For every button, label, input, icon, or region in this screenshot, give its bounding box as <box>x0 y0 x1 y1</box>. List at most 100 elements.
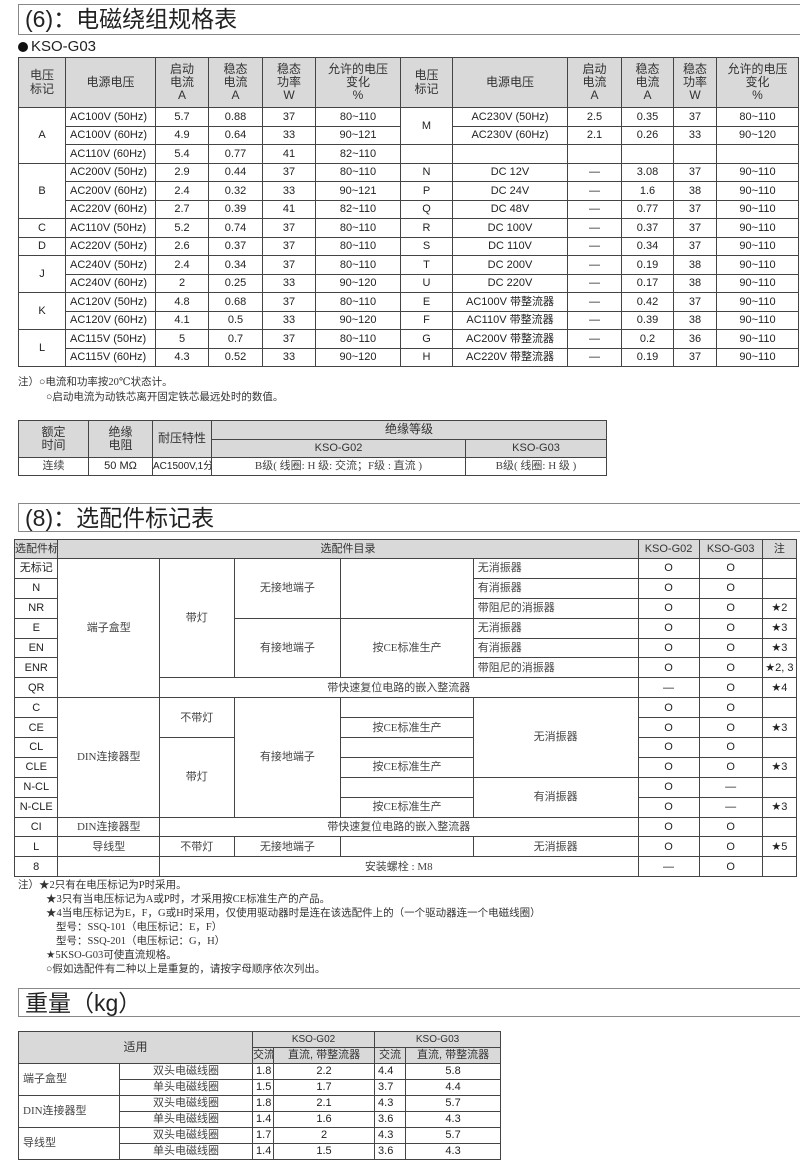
steady-current: 0.34 <box>621 236 674 256</box>
col-header: 启动 电流 A <box>155 57 209 108</box>
start-current: 2.9 <box>155 162 209 182</box>
start-current: — <box>567 236 622 256</box>
weight-table: 适用 KSO-G02 KSO-G03 交流 直流, 带整流器 交流 直流, 带整流器 端子… <box>17 1031 502 1160</box>
steady-current: 0.37 <box>621 218 674 238</box>
start-current: 2.7 <box>155 199 209 219</box>
support-g02: O <box>637 597 700 619</box>
note-cell: ★3 <box>761 717 798 739</box>
steady-current: 0.39 <box>208 199 263 219</box>
voltage-mark: M <box>400 107 453 145</box>
steady-power: 37 <box>673 347 717 367</box>
note-cell <box>761 816 798 838</box>
support-g03: O <box>698 677 763 699</box>
supply-voltage: AC115V (60Hz) <box>65 347 156 367</box>
supply-voltage: AC120V (50Hz) <box>65 292 156 312</box>
start-current: 4.9 <box>155 125 209 145</box>
weight-value: 4.3 <box>405 1143 502 1160</box>
option-mark: CL <box>13 737 59 758</box>
spec-row: C AC110V (50Hz) 5.2 0.74 37 80~110 R DC 100V —0.… <box>18 218 799 238</box>
steady-power: 33 <box>262 273 316 293</box>
h-dc: 直流, 带整流器 <box>405 1047 502 1064</box>
steady-power: 37 <box>673 292 717 312</box>
allowed-variation: 80~110 <box>315 107 401 127</box>
option-mark: CI <box>13 816 59 838</box>
catalog-cell: 有消振器 <box>472 776 639 818</box>
start-current: 5 <box>155 329 209 349</box>
allowed-variation: 90~110 <box>716 236 799 256</box>
rated-time: 连续 <box>18 457 89 476</box>
allowed-variation: 90~110 <box>716 329 799 349</box>
steady-current: 0.77 <box>621 199 674 219</box>
spec-row: AC100V (60Hz) 4.9 0.64 33 90~121 AC230V (60Hz… <box>19 125 799 145</box>
insulation-table: 额定 时间 绝缘 电阻 耐压特性 绝缘等级 KSO-G02 KSO-G03 连续… <box>18 420 608 476</box>
col-header: 启动 电流 A <box>567 57 622 108</box>
class-g02: B级( 线圈: H 级: 交流；F级 : 直流 ) <box>211 457 466 476</box>
catalog-cell: 带灯 <box>158 737 235 818</box>
support-g03: O <box>698 816 763 838</box>
voltage-mark: R <box>400 218 453 238</box>
catalog-cell: 有消振器 <box>472 637 639 659</box>
allowed-variation <box>716 144 799 164</box>
steady-power: 38 <box>673 273 717 293</box>
acc-note-4: 型号：SSQ-101（电压标记：E，F） <box>56 922 223 933</box>
voltage-mark: T <box>400 255 453 275</box>
note-cell <box>761 558 798 579</box>
allowed-variation: 90~110 <box>716 181 799 201</box>
supply-voltage: DC 200V <box>452 255 568 275</box>
weight-value: 1.4 <box>252 1143 275 1160</box>
catalog-cell: 带灯 <box>158 557 235 679</box>
voltage-mark: B <box>18 162 66 219</box>
allowed-variation: 80~110 <box>315 255 401 275</box>
spec-row: A AC100V (50Hz) 5.7 0.88 37 80~110 M AC230V (50… <box>18 107 799 164</box>
support-g02: O <box>637 756 700 778</box>
allowed-variation: 80~110 <box>315 218 401 238</box>
start-current <box>567 144 622 164</box>
steady-current: 0.74 <box>208 218 263 238</box>
voltage-mark <box>400 144 453 164</box>
withstand: AC1500V,1分钟 <box>152 457 212 476</box>
weight-value: 5.8 <box>405 1063 502 1080</box>
option-mark: N <box>13 577 59 599</box>
allowed-variation: 90~110 <box>716 218 799 238</box>
steady-current: 0.17 <box>621 273 674 293</box>
weight-row: 单头电磁线圈 1.4 1.5 3.6 4.3 <box>19 1143 502 1160</box>
weight-value: 1.7 <box>273 1079 376 1096</box>
note-cell: ★3 <box>761 637 798 659</box>
spec-row: AC110V (60Hz) 5.4 0.77 41 82~110 <box>19 144 799 164</box>
start-current: — <box>567 329 622 349</box>
h-insulation-class: 绝缘等级 <box>210 420 608 440</box>
supply-voltage: AC110V (60Hz) <box>65 144 156 164</box>
h-g03: KSO-G03 <box>698 539 763 559</box>
col-header: 稳态 功率 W <box>262 57 316 108</box>
voltage-mark: E <box>400 292 453 312</box>
steady-current: 0.19 <box>621 255 674 275</box>
accessory-row: CLE 按CE标准生产 O O ★3 <box>13 756 798 778</box>
voltage-mark: D <box>18 236 66 256</box>
support-g03: O <box>698 597 763 619</box>
start-current: — <box>567 218 622 238</box>
note-cell: ★3 <box>761 617 798 639</box>
catalog-cell: 按CE标准生产 <box>340 756 474 778</box>
catalog-cell: 按CE标准生产 <box>340 717 474 739</box>
option-mark: 8 <box>13 856 59 878</box>
acc-note-5: 型号：SSQ-201（电压标记：G，H） <box>56 936 226 947</box>
catalog-cell: 不带灯 <box>158 697 235 739</box>
support-g03: O <box>698 697 763 719</box>
option-mark: QR <box>13 677 59 699</box>
h-ac: 交流 <box>252 1047 275 1064</box>
catalog-cell: 不带灯 <box>158 836 235 858</box>
steady-power <box>673 144 717 164</box>
weight-value: 1.4 <box>252 1111 275 1128</box>
catalog-cell <box>340 737 474 758</box>
option-mark: N-CLE <box>13 796 59 818</box>
spec-row: AC200V (60Hz) 2.4 0.32 33 90~121 P DC 24V —1.6 3… <box>19 181 799 201</box>
catalog-cell: 带快速复位电路的嵌入整流器 <box>158 677 639 699</box>
steady-power: 37 <box>673 236 717 256</box>
supply-voltage: AC240V (50Hz) <box>65 255 156 275</box>
note-cell <box>761 856 798 878</box>
weight-value: 1.5 <box>273 1143 376 1160</box>
weight-value: 4.4 <box>405 1079 502 1096</box>
weight-value: 2.2 <box>273 1063 376 1080</box>
option-mark: N-CL <box>13 776 59 798</box>
